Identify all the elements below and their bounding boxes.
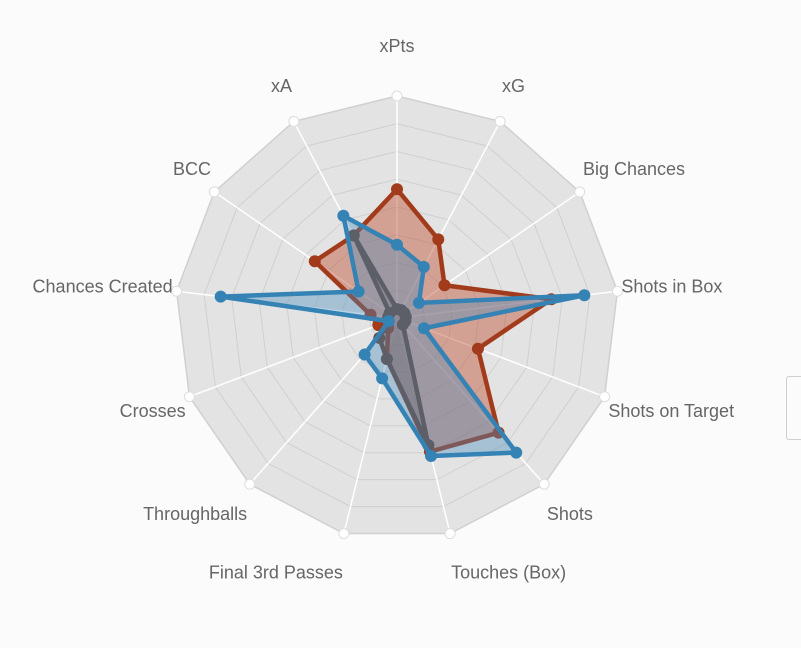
axis-label: Chances Created	[33, 276, 173, 296]
edge-bracket	[786, 376, 801, 440]
radar-ring	[258, 178, 536, 454]
data-point[interactable]	[352, 285, 365, 298]
axis-end-marker	[183, 391, 195, 403]
radar-spoke	[396, 191, 581, 319]
radar-spoke	[396, 121, 501, 319]
data-point[interactable]	[380, 352, 393, 365]
axis-end-marker	[574, 186, 586, 198]
data-point[interactable]	[376, 372, 389, 385]
axis-end-marker	[444, 528, 456, 540]
axis-label: Shots on Target	[608, 401, 734, 421]
radar-ring	[203, 123, 591, 508]
data-point[interactable]	[578, 289, 591, 302]
data-point[interactable]	[438, 279, 451, 292]
axis-end-marker	[208, 186, 220, 198]
axis-label: xA	[271, 76, 292, 96]
axis-end-marker	[538, 478, 550, 490]
axis-label: xPts	[379, 36, 414, 56]
series-2	[214, 209, 591, 462]
axis-end-marker	[338, 528, 350, 540]
axis-end-marker	[171, 285, 183, 297]
axis-end-marker	[391, 90, 403, 102]
data-point[interactable]	[308, 255, 321, 268]
data-point[interactable]	[391, 238, 403, 251]
data-point[interactable]	[382, 315, 395, 328]
data-point[interactable]	[417, 260, 430, 273]
data-point[interactable]	[358, 348, 371, 361]
radar-spoke	[213, 191, 398, 319]
axis-label: Throughballs	[143, 504, 247, 524]
axis-end-marker	[494, 115, 506, 127]
axis-label: Final 3rd Passes	[209, 562, 343, 582]
data-point[interactable]	[425, 449, 438, 462]
data-point[interactable]	[396, 318, 409, 331]
radar-series	[214, 183, 591, 462]
axis-end-marker	[599, 391, 611, 403]
data-point[interactable]	[417, 322, 430, 335]
data-point[interactable]	[471, 342, 484, 355]
axis-label: xG	[502, 76, 525, 96]
series-area	[218, 213, 587, 459]
data-point[interactable]	[510, 446, 523, 459]
axis-end-marker	[288, 115, 300, 127]
data-point[interactable]	[391, 183, 403, 196]
data-point[interactable]	[337, 209, 350, 222]
radar-spoke	[189, 317, 398, 398]
radar-spoke	[396, 317, 605, 398]
axis-label: Shots in Box	[621, 276, 722, 296]
data-point[interactable]	[214, 290, 227, 303]
axis-labels: xPts xG Big Chances Shots in Box Shots on Ta…	[33, 36, 735, 582]
axis-end-marker	[611, 285, 623, 297]
data-point[interactable]	[432, 233, 445, 246]
radar-ring	[231, 150, 563, 481]
axis-label: BCC	[173, 159, 211, 179]
data-point[interactable]	[347, 229, 360, 242]
radar-ring	[286, 206, 508, 427]
data-point[interactable]	[412, 296, 425, 309]
axis-label: Touches (Box)	[451, 562, 566, 582]
axis-label: Big Chances	[583, 159, 685, 179]
axis-label: Crosses	[120, 401, 186, 421]
axis-end-marker	[244, 478, 256, 490]
axis-label: Shots	[547, 504, 593, 524]
